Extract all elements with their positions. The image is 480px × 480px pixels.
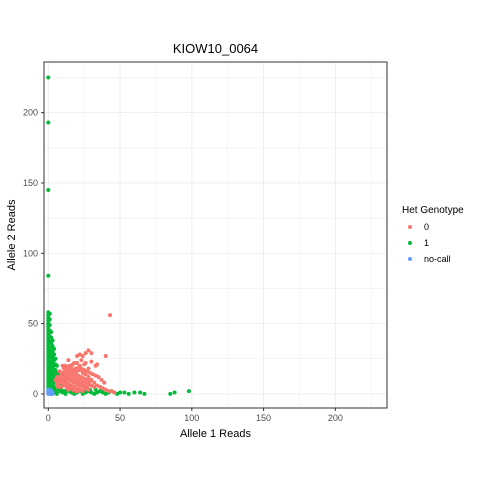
data-point-genotype-1	[47, 317, 52, 322]
data-point-genotype-0	[80, 389, 85, 394]
data-point-genotype-0	[83, 360, 88, 365]
y-tick-label: 150	[23, 178, 38, 188]
data-point-genotype-1	[126, 391, 131, 396]
data-point-genotype-0	[83, 351, 88, 356]
data-point-genotype-0	[79, 358, 84, 363]
data-point-genotype-0	[72, 387, 77, 392]
data-point-genotype-0	[106, 389, 111, 394]
data-point-genotype-0	[92, 384, 97, 389]
data-point-genotype-0	[108, 313, 113, 318]
data-point-no-call	[49, 391, 54, 396]
x-axis-title: Allele 1 Reads	[180, 428, 251, 440]
data-point-genotype-0	[89, 351, 94, 356]
data-point-genotype-1	[54, 363, 59, 368]
data-point-genotype-0	[85, 384, 90, 389]
data-point-genotype-1	[118, 390, 123, 395]
data-point-no-call	[47, 387, 52, 392]
data-point-genotype-0	[67, 363, 72, 368]
data-point-genotype-1	[46, 120, 51, 125]
data-point-genotype-0	[103, 353, 108, 358]
data-point-genotype-1	[46, 187, 51, 192]
data-point-genotype-0	[89, 359, 94, 364]
panel-border	[43, 61, 388, 409]
data-point-genotype-0	[63, 382, 68, 387]
data-point-genotype-0	[102, 380, 107, 385]
data-point-genotype-1	[142, 391, 147, 396]
data-point-genotype-0	[66, 358, 71, 363]
data-point-genotype-1	[53, 356, 58, 361]
y-tick-label: 50	[28, 319, 38, 329]
y-tick-label: 100	[23, 248, 38, 258]
data-point-genotype-1	[50, 338, 55, 343]
legend-key	[408, 225, 412, 229]
data-point-genotype-0	[87, 379, 92, 384]
data-point-genotype-0	[86, 348, 91, 353]
data-point-genotype-0	[75, 360, 80, 365]
y-tick-label: 0	[33, 389, 38, 399]
x-tick-label: 0	[46, 413, 51, 423]
data-point-genotype-0	[96, 375, 101, 380]
data-point-genotype-1	[46, 75, 51, 80]
data-point-genotype-0	[76, 389, 81, 394]
data-point-genotype-1	[52, 346, 57, 351]
data-point-genotype-0	[69, 368, 74, 373]
x-tick-label: 100	[184, 413, 199, 423]
data-point-genotype-1	[47, 311, 52, 316]
data-point-genotype-0	[112, 390, 117, 395]
data-point-genotype-1	[52, 352, 57, 357]
data-point-genotype-1	[138, 390, 143, 395]
legend-key	[408, 241, 412, 245]
data-point-genotype-1	[47, 323, 52, 328]
chart-title: KIOW10_0064	[173, 41, 258, 56]
data-point-genotype-1	[168, 391, 173, 396]
legend: Het Genotype 0 1 no-call	[402, 205, 464, 264]
y-tick-label: 200	[23, 108, 38, 118]
axis-ticks: 0 50 100 150 200 0 50 100 150 200	[23, 108, 343, 423]
data-point-genotype-0	[56, 382, 61, 387]
data-point-genotype-0	[75, 353, 80, 358]
data-point-genotype-1	[132, 390, 137, 395]
data-point-genotype-0	[92, 380, 97, 385]
data-point-genotype-1	[172, 390, 177, 395]
data-point-genotype-0	[99, 377, 104, 382]
x-tick-label: 150	[256, 413, 271, 423]
legend-title: Het Genotype	[402, 205, 464, 216]
y-axis-title: Allele 2 Reads	[6, 199, 18, 270]
data-point-genotype-0	[53, 377, 58, 382]
data-points	[46, 75, 191, 396]
grid-lines	[44, 62, 387, 408]
x-tick-label: 50	[115, 413, 125, 423]
legend-label: 1	[424, 238, 429, 248]
data-point-genotype-1	[49, 330, 54, 335]
data-point-genotype-1	[186, 389, 191, 394]
data-point-genotype-1	[46, 273, 51, 278]
legend-key	[408, 257, 412, 261]
data-point-genotype-0	[93, 363, 98, 368]
legend-label: no-call	[424, 254, 451, 264]
data-point-genotype-1	[56, 387, 61, 392]
x-tick-label: 200	[328, 413, 343, 423]
data-point-genotype-1	[122, 390, 127, 395]
legend-label: 0	[424, 222, 429, 232]
